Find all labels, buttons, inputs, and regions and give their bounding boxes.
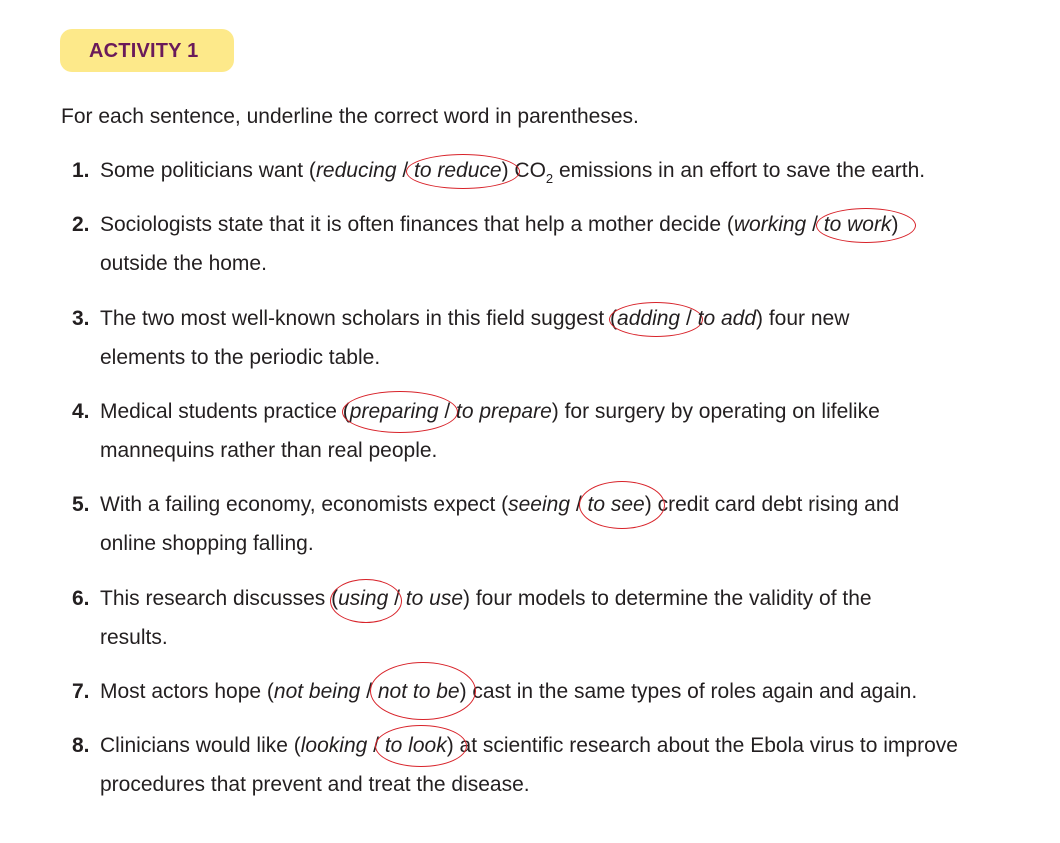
sentence-text: Some politicians want ( xyxy=(100,159,316,182)
sentence-text: ) for surgery by operating on lifelike xyxy=(551,400,880,423)
sentence-text: ) cast in the same types of roles again … xyxy=(459,680,918,703)
option-1: not being xyxy=(273,680,361,703)
item-number: 8. xyxy=(72,734,90,757)
option-2: to prepare xyxy=(456,400,552,423)
sentence-text: ) at scientific research about the Ebola… xyxy=(446,734,958,757)
item-line: Sociologists state that it is often fina… xyxy=(100,208,916,243)
option-1: using xyxy=(330,579,403,623)
item-line: Most actors hope (not being / not to be)… xyxy=(100,662,918,720)
separator: / xyxy=(570,493,588,516)
separator: / xyxy=(388,587,406,610)
option-1-text: using xyxy=(338,587,389,610)
option-1: looking xyxy=(300,734,368,757)
separator: / xyxy=(680,307,698,330)
separator: / xyxy=(360,680,378,703)
option-2-text: to work xyxy=(823,213,892,236)
item-line-2: outside the home. xyxy=(100,252,267,275)
sentence-text: emissions in an effort to save the earth… xyxy=(553,159,926,182)
option-2: to add xyxy=(697,307,757,330)
sentence-text: The two most well-known scholars in this… xyxy=(100,307,618,330)
item-number: 4. xyxy=(72,400,90,423)
option-2: to use xyxy=(405,587,464,610)
separator: / xyxy=(396,159,415,182)
option-2: to see xyxy=(578,481,665,529)
instructions: For each sentence, underline the correct… xyxy=(61,105,639,128)
item-line-2: elements to the periodic table. xyxy=(100,346,381,369)
item-number: 7. xyxy=(72,680,90,703)
subscript: 2 xyxy=(545,171,554,186)
option-2: to look xyxy=(374,725,467,767)
sentence-text: Medical students practice ( xyxy=(100,400,350,423)
sentence-text: ) four models to determine the validity … xyxy=(463,587,872,610)
separator: / xyxy=(367,734,385,757)
item-line: The two most well-known scholars in this… xyxy=(100,302,850,337)
sentence-text: This research discusses ( xyxy=(100,587,339,610)
sentence-text: ) credit card debt rising and xyxy=(644,493,900,516)
option-2: to reduce xyxy=(406,154,521,189)
item-line-2: results. xyxy=(100,626,168,649)
item-line: Clinicians would like (looking / to look… xyxy=(100,725,958,767)
sentence-text: Sociologists state that it is often fina… xyxy=(100,213,734,236)
item-number: 6. xyxy=(72,587,90,610)
option-1: working xyxy=(733,213,807,236)
option-1-text: preparing xyxy=(349,400,439,423)
sentence-text: Clinicians would like ( xyxy=(100,734,301,757)
sentence-text: ) four new xyxy=(756,307,850,330)
option-2-text: to see xyxy=(587,493,645,516)
option-1: preparing xyxy=(341,391,458,433)
option-2: not to be xyxy=(369,662,476,720)
option-2: to work xyxy=(815,208,916,243)
sentence-text: With a failing economy, economists expec… xyxy=(100,493,509,516)
item-number: 3. xyxy=(72,307,90,330)
item-number: 1. xyxy=(72,159,90,182)
option-2-text: to reduce xyxy=(414,159,502,182)
item-number: 5. xyxy=(72,493,90,516)
option-1-text: adding xyxy=(617,307,681,330)
option-1: reducing xyxy=(315,159,397,182)
item-line-2: procedures that prevent and treat the di… xyxy=(100,773,530,796)
item-line-2: online shopping falling. xyxy=(100,532,314,555)
item-number: 2. xyxy=(72,213,90,236)
item-line-2: mannequins rather than real people. xyxy=(100,439,438,462)
sentence-text: ) CO xyxy=(501,159,546,182)
item-line: With a failing economy, economists expec… xyxy=(100,481,900,529)
item-line: Some politicians want (reducing / to red… xyxy=(100,154,926,189)
option-1: seeing xyxy=(508,493,571,516)
item-line: This research discusses (using / to use)… xyxy=(100,579,872,623)
sentence-text: ) xyxy=(891,213,899,236)
sentence-text: Most actors hope ( xyxy=(100,680,274,703)
activity-title: ACTIVITY 1 xyxy=(89,40,199,62)
option-1: adding xyxy=(609,302,704,337)
option-2-text: to look xyxy=(384,734,447,757)
item-line: Medical students practice (preparing / t… xyxy=(100,391,880,433)
option-2-text: not to be xyxy=(377,680,460,703)
activity-badge: ACTIVITY 1 xyxy=(60,29,234,72)
separator: / xyxy=(806,213,824,236)
separator: / xyxy=(438,400,457,423)
